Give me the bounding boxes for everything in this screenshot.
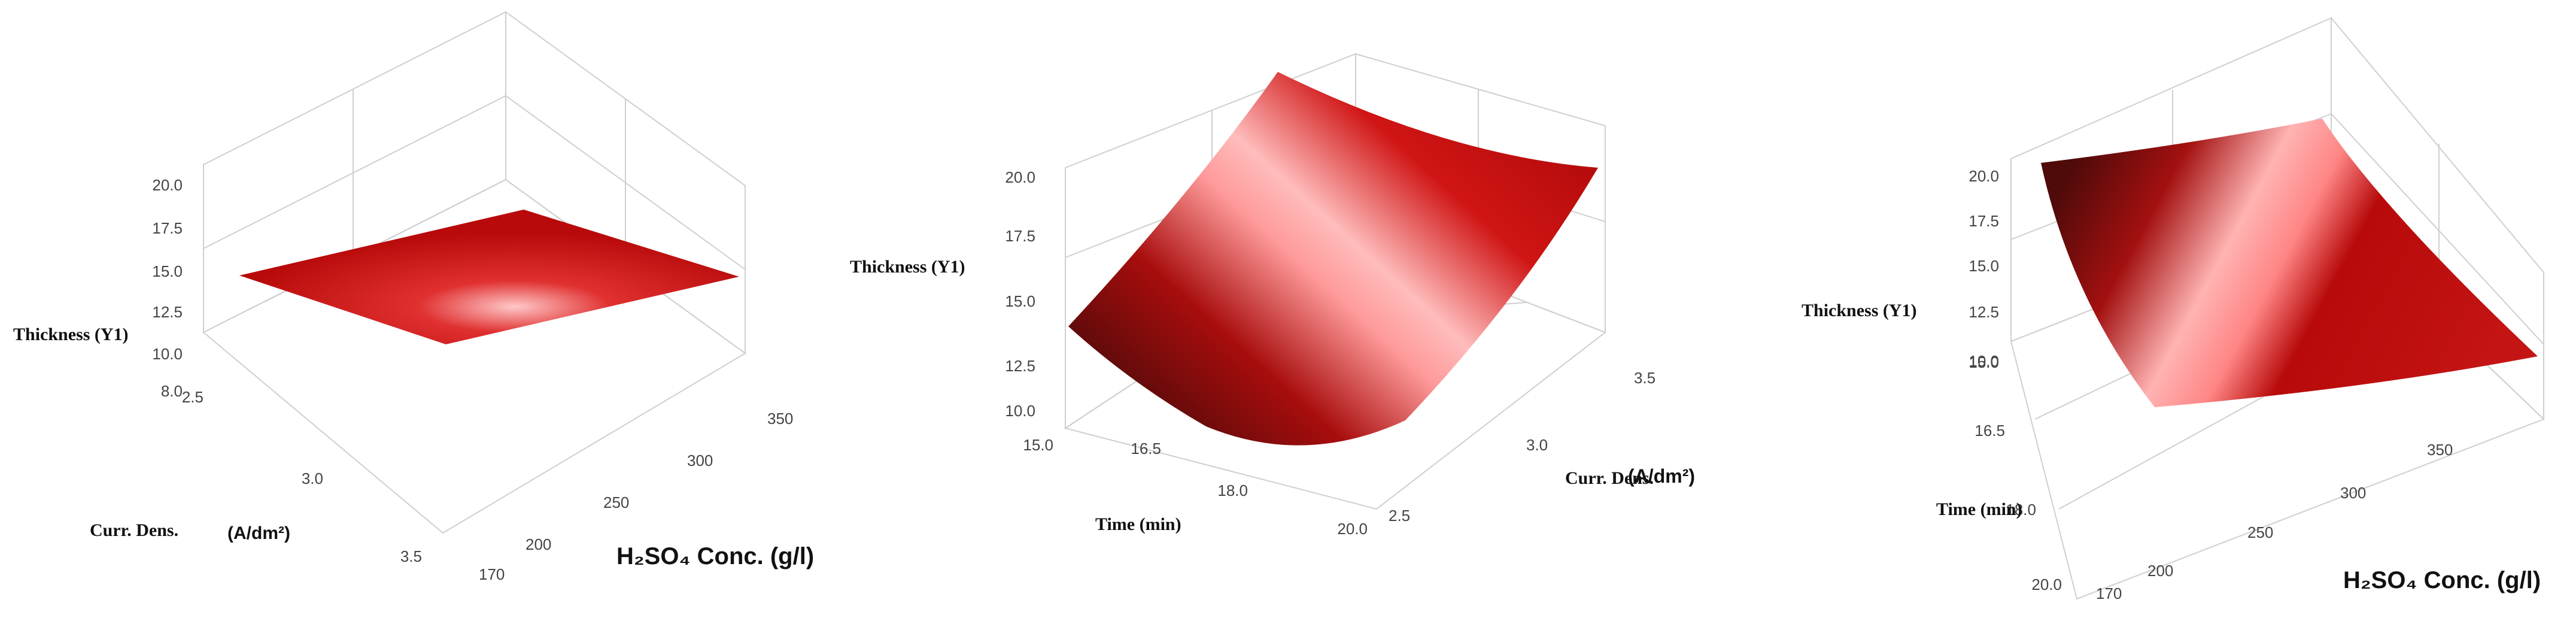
- x-tick-label: 350: [2427, 441, 2453, 459]
- z-tick-label: 17.5: [152, 219, 183, 237]
- z-tick-label: 10.0: [1005, 402, 1035, 420]
- x-tick-label: 18.0: [1217, 481, 1248, 499]
- z-tick-label: 8.0: [161, 382, 183, 400]
- x-tick-label: 250: [603, 493, 629, 511]
- y-tick-label: 18.0: [2006, 501, 2036, 519]
- surface-plot-2: 10.0 12.5 15.0 17.5 20.0 15.0 16.5 18.0 …: [1706, 0, 2576, 618]
- surface-chart-0: 8.0 10.0 12.5 15.0 17.5 20.0 2.5 3.0 3.5…: [13, 11, 814, 583]
- x-tick-label: 200: [2147, 562, 2173, 580]
- y-tick-label: 3.5: [400, 547, 422, 565]
- y-tick-label: 3.5: [1634, 369, 1655, 387]
- z-tick-label: 17.5: [1005, 227, 1035, 245]
- z-tick-label: 15.0: [152, 262, 183, 280]
- y-tick-label: 3.0: [1526, 436, 1548, 454]
- z-tick-label: 17.5: [1969, 212, 1999, 230]
- x-axis-title: Time (min): [1095, 514, 1181, 534]
- y-axis-title: Time (min): [1936, 499, 2022, 519]
- response-surface-1: [1068, 72, 1598, 446]
- response-surface-0: [239, 210, 739, 344]
- y-axis-unit: (A/dm²): [1628, 465, 1695, 487]
- x-tick-label: 20.0: [1337, 520, 1368, 538]
- z-tick-label: 20.0: [1969, 167, 1999, 185]
- z-tick-label: 15.0: [1005, 292, 1035, 310]
- z-tick-label: 15.0: [1969, 257, 1999, 275]
- x-tick-label: 170: [479, 565, 505, 583]
- y-tick-label: 2.5: [1389, 507, 1410, 525]
- x-axis-title: H₂SO₄ Conc. (g/l): [2343, 567, 2541, 593]
- z-axis-title: Thickness (Y1): [1802, 301, 1917, 320]
- y-axis-unit: (A/dm²): [227, 523, 290, 543]
- x-tick-label: 200: [525, 535, 551, 553]
- y-tick-label: 2.5: [182, 388, 203, 406]
- x-tick-label: 300: [2340, 484, 2366, 502]
- z-axis-title: Thickness (Y1): [13, 325, 129, 344]
- y-axis-title: Curr. Dens.: [1565, 468, 1654, 488]
- x-axis-title: H₂SO₄ Conc. (g/l): [616, 543, 814, 569]
- surface-chart-1: 10.0 12.5 15.0 17.5 20.0 15.0 16.5 18.0 …: [850, 53, 1695, 538]
- x-tick-label: 350: [767, 410, 793, 428]
- y-tick-label: 3.0: [302, 469, 323, 487]
- y-axis-title: Curr. Dens.: [90, 520, 178, 540]
- y-tick-label: 20.0: [2031, 575, 2062, 593]
- x-tick-label: 250: [2247, 523, 2273, 541]
- z-tick-label: 20.0: [1005, 168, 1035, 186]
- response-surface-2: [2041, 119, 2538, 407]
- x-tick-label: 170: [2096, 584, 2122, 602]
- x-tick-label: 15.0: [1023, 436, 1053, 454]
- y-tick-label: 15.0: [1969, 353, 1999, 371]
- x-tick-label: 16.5: [1131, 440, 1161, 458]
- surface-plot-0: 8.0 10.0 12.5 15.0 17.5 20.0 2.5 3.0 3.5…: [0, 0, 850, 618]
- z-tick-label: 12.5: [152, 303, 183, 321]
- surface-plot-1: 10.0 12.5 15.0 17.5 20.0 15.0 16.5 18.0 …: [850, 0, 1706, 618]
- z-axis-title: Thickness (Y1): [850, 257, 965, 277]
- z-tick-label: 10.0: [152, 345, 183, 363]
- z-tick-label: 20.0: [152, 176, 183, 194]
- x-tick-label: 300: [687, 452, 713, 469]
- z-tick-label: 12.5: [1005, 357, 1035, 375]
- z-tick-label: 10.0: [1969, 352, 1999, 370]
- y-tick-label: 16.5: [1974, 422, 2005, 440]
- surface-chart-2: 10.0 12.5 15.0 17.5 20.0 15.0 16.5 18.0 …: [1802, 16, 2545, 602]
- z-tick-label: 12.5: [1969, 303, 1999, 321]
